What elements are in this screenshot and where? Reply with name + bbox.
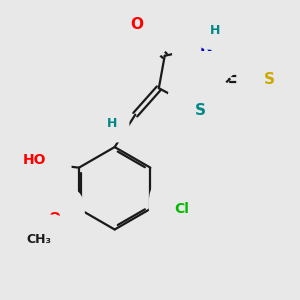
Text: S: S <box>195 103 206 118</box>
Text: H: H <box>106 117 117 130</box>
Text: CH₃: CH₃ <box>27 233 52 246</box>
Text: N: N <box>200 39 212 54</box>
Text: S: S <box>264 72 275 87</box>
Text: O: O <box>48 211 60 225</box>
Text: O: O <box>130 17 143 32</box>
Text: Cl: Cl <box>174 202 189 216</box>
Text: H: H <box>210 24 220 37</box>
Text: HO: HO <box>23 153 46 167</box>
